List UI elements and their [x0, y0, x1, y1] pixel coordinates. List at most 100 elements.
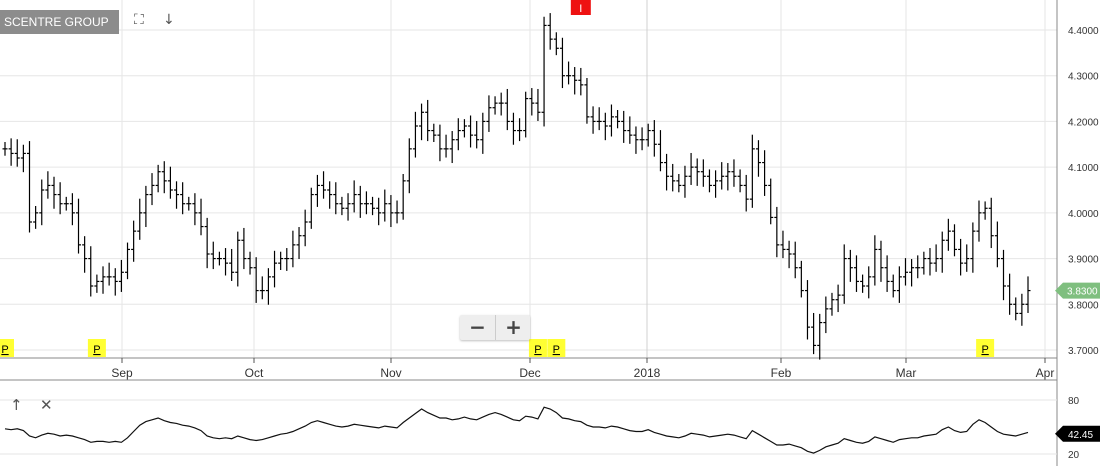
ohlc-bar: [155, 164, 161, 193]
zoom-in-button[interactable]: +: [495, 315, 531, 340]
ohlc-bar: [45, 171, 51, 199]
time-tick-label: Feb: [771, 366, 792, 380]
ohlc-bar: [939, 231, 945, 273]
ohlc-bar: [100, 266, 106, 294]
ohlc-bar: [235, 231, 241, 287]
ohlc-bar: [737, 169, 743, 193]
ohlc-bar: [872, 235, 878, 286]
ohlc-bar: [1000, 249, 1006, 301]
ohlc-bar: [161, 161, 167, 194]
instrument-label[interactable]: SCENTRE GROUP: [0, 10, 119, 34]
ohlc-bar: [112, 268, 118, 296]
zoom-out-button[interactable]: −: [469, 315, 486, 339]
ohlc-bar: [621, 110, 627, 143]
ohlc-bar: [63, 196, 69, 211]
ohlc-bar: [143, 185, 149, 228]
ohlc-bar: [265, 268, 271, 305]
ohlc-bar: [804, 280, 810, 340]
oscillator-value-tag-label: 42.45: [1068, 430, 1093, 441]
ohlc-bar: [731, 159, 737, 187]
ohlc-bar: [933, 244, 939, 272]
ohlc-bar: [878, 240, 884, 282]
ohlc-bar: [223, 248, 229, 276]
ohlc-bar: [823, 296, 829, 334]
ohlc-bar: [902, 258, 908, 286]
ohlc-bar: [69, 193, 75, 226]
time-tick-label: Nov: [380, 366, 401, 380]
ohlc-bar: [339, 196, 345, 216]
ohlc-bar: [657, 130, 663, 172]
ohlc-bar: [970, 222, 976, 273]
ohlc-bar: [308, 187, 314, 229]
ohlc-bar: [670, 163, 676, 192]
marker-i-box: [570, 0, 591, 15]
ohlc-bar: [578, 67, 584, 96]
price-bars: [2, 13, 1031, 360]
close-icon[interactable]: ✕: [40, 396, 53, 414]
ohlc-bar: [749, 134, 755, 208]
time-tick-label: Apr: [1036, 366, 1055, 380]
ohlc-bar: [394, 200, 400, 224]
ohlc-bar: [774, 206, 780, 258]
ohlc-bar: [529, 88, 535, 116]
ohlc-bar: [572, 67, 578, 95]
ohlc-bar: [921, 251, 927, 275]
ohlc-bar: [296, 227, 302, 260]
oscillator-value-tag-shape: [1055, 425, 1100, 442]
ohlc-bar: [376, 197, 382, 226]
ohlc-bar: [651, 120, 657, 157]
ohlc-bar: [82, 236, 88, 273]
last-price-tag-label: 3.8300: [1067, 287, 1098, 298]
marker-p-label: P: [1, 344, 8, 356]
expand-up-icon[interactable]: ↑: [10, 396, 23, 414]
ohlc-bar: [284, 248, 290, 271]
download-icon[interactable]: ↓: [163, 12, 175, 28]
ohlc-bar: [492, 96, 498, 115]
ohlc-bar: [88, 246, 94, 297]
ohlc-bar: [247, 251, 253, 275]
ohlc-bar: [798, 260, 804, 298]
ohlc-bar: [706, 169, 712, 193]
ohlc-bar: [33, 206, 39, 229]
ohlc-bar: [559, 37, 565, 89]
osc-tick-label: 80: [1068, 396, 1080, 407]
ohlc-bar: [811, 312, 817, 355]
ohlc-bar: [639, 127, 645, 151]
time-axis-ticks: Sep Oct Nov Dec 2018 Feb Mar Apr: [111, 358, 1054, 380]
ohlc-bar: [780, 230, 786, 259]
ohlc-bar: [755, 140, 761, 177]
price-tick-label: 4.2000: [1068, 117, 1099, 128]
ohlc-bar: [498, 92, 504, 116]
ohlc-bar: [461, 119, 467, 138]
marker-p-box: [87, 339, 106, 357]
ohlc-bar: [547, 13, 553, 50]
ohlc-bar: [198, 198, 204, 236]
ohlc-bar: [853, 255, 859, 292]
ohlc-bar: [259, 276, 265, 300]
ohlc-bar: [694, 158, 700, 186]
ohlc-bar: [535, 88, 541, 121]
time-tick-label: Sep: [111, 366, 133, 380]
fullscreen-icon[interactable]: ⛶: [134, 12, 144, 28]
ohlc-bar: [847, 249, 853, 282]
marker-p-box: [528, 339, 547, 357]
ohlc-bar: [431, 123, 437, 142]
ohlc-bar: [204, 217, 210, 269]
marker-p-label: P: [93, 344, 100, 356]
ohlc-bar: [14, 139, 20, 167]
ohlc-bar: [566, 61, 572, 85]
ohlc-bar: [125, 242, 131, 280]
ohlc-bar: [608, 104, 614, 137]
osc-tick-label: 20: [1068, 450, 1080, 461]
ohlc-bar: [455, 118, 461, 151]
marker-p-box: [976, 339, 995, 357]
ohlc-bar: [474, 120, 480, 149]
ohlc-bar: [302, 209, 308, 247]
marker-p: P: [976, 339, 995, 357]
event-markers[interactable]: P P P PIP: [0, 0, 995, 357]
ohlc-bar: [982, 201, 988, 220]
ohlc-bar: [927, 248, 933, 276]
ohlc-bar: [590, 106, 596, 134]
oscillator-value-tag: 42.45: [1055, 425, 1100, 442]
